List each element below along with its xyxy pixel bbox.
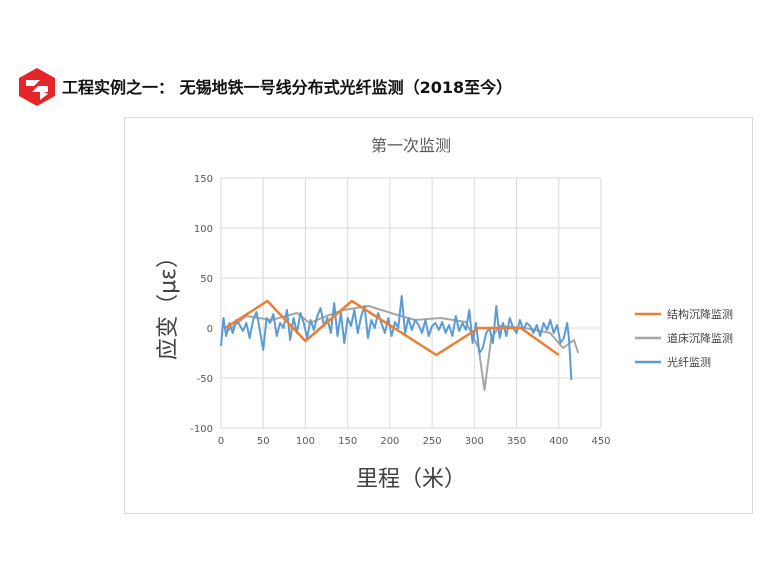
x-tick-label: 400 — [549, 436, 568, 447]
x-tick-label: 450 — [591, 436, 610, 447]
y-tick-label: -50 — [197, 374, 213, 385]
legend-label: 结构沉降监测 — [667, 307, 733, 321]
x-tick-label: 350 — [507, 436, 526, 447]
x-tick-label: 50 — [257, 436, 270, 447]
series-line-2 — [224, 305, 580, 391]
y-tick-label: 100 — [194, 224, 213, 235]
y-tick-label: 0 — [207, 324, 213, 335]
x-axis-label: 里程（米） — [356, 467, 466, 492]
chart-title: 第一次监测 — [371, 136, 451, 155]
y-tick-label: 150 — [194, 174, 213, 185]
y-tick-label: 50 — [200, 274, 213, 285]
x-tick-label: 100 — [296, 436, 315, 447]
legend-label: 道床沉降监测 — [667, 331, 733, 345]
series-line-3 — [220, 295, 573, 381]
line-chart: 第一次监测 150 100 50 0 -50 -100 0 50 100 150 200 250 300 3… — [156, 136, 733, 492]
company-logo-icon — [16, 66, 58, 108]
x-tick-label: 200 — [380, 436, 399, 447]
y-tick-label: -100 — [190, 424, 213, 435]
x-tick-label: 300 — [465, 436, 484, 447]
x-tick-label: 150 — [338, 436, 357, 447]
series-line-1 — [224, 299, 560, 357]
y-axis-label: 应变（με） — [156, 246, 181, 360]
legend-label: 光纤监测 — [667, 355, 711, 369]
x-tick-label: 0 — [218, 436, 224, 447]
x-tick-label: 250 — [423, 436, 442, 447]
page-title: 工程实例之一： 无锡地铁一号线分布式光纤监测（2018至今） — [62, 78, 513, 97]
chart-area: 第一次监测 150 100 50 0 -50 -100 0 50 100 150 200 250 300 3… — [124, 117, 753, 514]
